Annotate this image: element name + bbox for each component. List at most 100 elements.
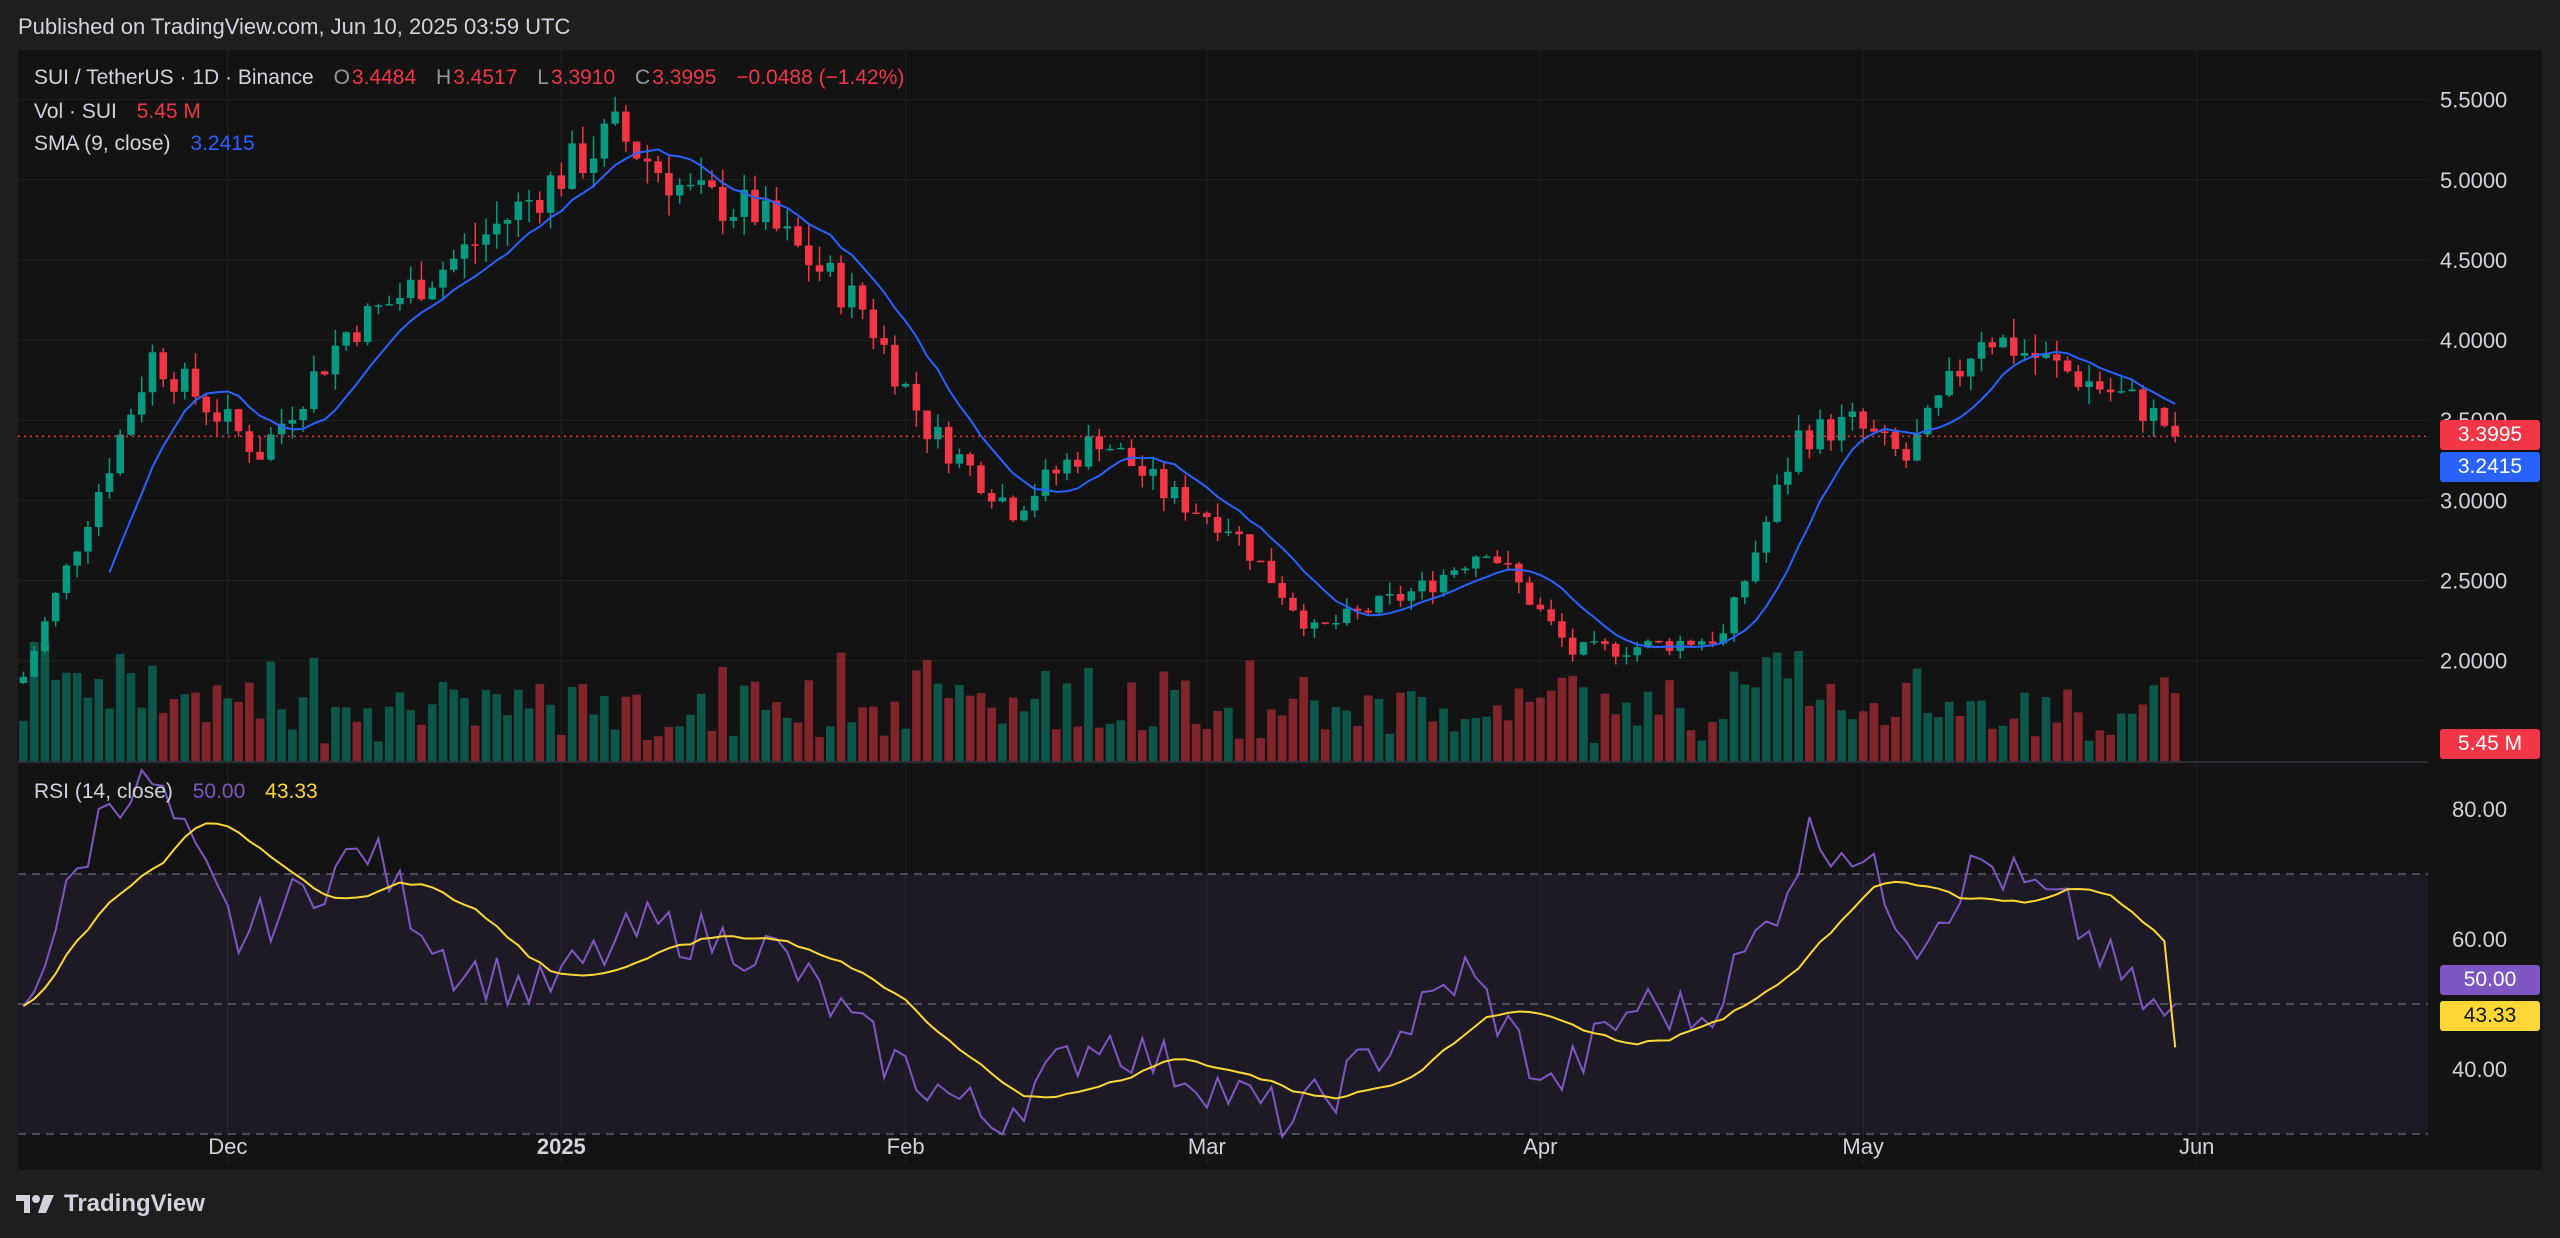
volume-bar bbox=[933, 683, 943, 762]
volume-bar bbox=[772, 701, 781, 762]
volume-bar bbox=[2160, 677, 2169, 762]
candle-body bbox=[675, 184, 684, 196]
rsi-lines bbox=[22, 767, 2177, 1140]
volume-bar bbox=[352, 721, 362, 762]
volume-bar bbox=[2074, 712, 2083, 762]
volume-bar bbox=[901, 728, 910, 762]
volume-bar bbox=[1417, 697, 1427, 762]
candles bbox=[19, 96, 2179, 684]
candle-body bbox=[116, 434, 124, 474]
rsi-ma-polyline bbox=[22, 822, 2177, 1100]
candle-body bbox=[1762, 521, 1771, 553]
candle-body bbox=[1913, 434, 1921, 461]
candle-body bbox=[256, 451, 264, 460]
volume-bar bbox=[1998, 725, 2008, 762]
candle-body bbox=[1160, 469, 1168, 499]
candle-body bbox=[1170, 487, 1179, 499]
candle-body bbox=[245, 431, 254, 452]
open-label: O bbox=[333, 66, 350, 89]
volume-bar bbox=[858, 707, 867, 762]
volume-bar bbox=[1256, 738, 1265, 762]
candle-body bbox=[277, 423, 286, 435]
volume-bar bbox=[460, 698, 469, 762]
volume-bar bbox=[1901, 682, 1911, 762]
candle-body bbox=[1719, 633, 1728, 644]
volume-bar bbox=[503, 715, 512, 762]
last-price-tag: 3.3995 bbox=[2440, 420, 2540, 450]
volume-bar bbox=[567, 686, 577, 762]
date-tick-label: Dec bbox=[208, 1134, 247, 1159]
volume-bar bbox=[1493, 705, 1502, 762]
candle-body bbox=[740, 189, 748, 217]
tradingview-footer[interactable]: TradingView bbox=[16, 1190, 205, 1218]
volume-bar bbox=[1632, 725, 1642, 762]
candle-body bbox=[998, 497, 1007, 502]
volume-bar bbox=[1320, 729, 1330, 762]
volume-bar bbox=[1740, 684, 1750, 762]
volume-bar bbox=[1116, 720, 1126, 762]
symbol-label[interactable]: SUI / TetherUS · 1D · Binance bbox=[34, 66, 314, 89]
volume-bar bbox=[1762, 657, 1771, 762]
volume-bar bbox=[1805, 705, 1814, 762]
legend-sma[interactable]: SMA (9, close) 3.2415 bbox=[34, 132, 255, 156]
candle-body bbox=[2171, 425, 2179, 437]
candle-body bbox=[923, 410, 931, 440]
volume-bar bbox=[1310, 700, 1319, 762]
volume-bar bbox=[158, 713, 168, 762]
candle-body bbox=[310, 371, 318, 409]
volume-value: 5.45 M bbox=[136, 100, 201, 123]
volume-bar bbox=[1062, 683, 1072, 762]
sma-label: SMA (9, close) bbox=[34, 132, 171, 155]
candle-body bbox=[374, 305, 383, 307]
volume-bar bbox=[234, 701, 243, 762]
candle-body bbox=[1213, 517, 1222, 533]
volume-tag: 5.45 M bbox=[2440, 729, 2540, 759]
candle-body bbox=[1461, 568, 1469, 571]
candle-body bbox=[148, 352, 157, 393]
candle-body bbox=[1181, 487, 1190, 513]
candle-body bbox=[1224, 531, 1233, 534]
candle-body bbox=[589, 158, 598, 173]
volume-bar bbox=[51, 679, 60, 762]
volume-bar bbox=[1783, 678, 1793, 762]
candle-body bbox=[288, 420, 297, 424]
volume-bar bbox=[105, 708, 114, 762]
candle-body bbox=[2106, 389, 2115, 393]
volume-bar bbox=[1148, 726, 1158, 762]
candle-body bbox=[783, 226, 792, 229]
candle-body bbox=[2160, 407, 2169, 426]
legend-rsi[interactable]: RSI (14, close) 50.00 43.33 bbox=[34, 780, 318, 804]
candle-body bbox=[966, 454, 974, 466]
volume-bar bbox=[1686, 730, 1696, 762]
date-tick-label: Feb bbox=[887, 1134, 925, 1159]
volume-bar bbox=[1396, 692, 1405, 762]
candle-body bbox=[1579, 642, 1588, 655]
high-value: 3.4517 bbox=[453, 66, 518, 89]
candle-body bbox=[1558, 621, 1566, 638]
candle-body bbox=[622, 111, 630, 142]
rsi-tick-label: 40.00 bbox=[2452, 1057, 2507, 1082]
candle-body bbox=[1192, 512, 1200, 514]
volume-bar bbox=[513, 689, 523, 762]
date-tick-label: Jun bbox=[2179, 1134, 2214, 1159]
volume-bar bbox=[1008, 697, 1018, 762]
candle-body bbox=[1396, 594, 1405, 601]
volume-bar bbox=[395, 692, 405, 762]
volume-bar bbox=[2084, 740, 2094, 762]
volume-bar bbox=[847, 722, 857, 762]
candle-body bbox=[1063, 459, 1071, 474]
sma-polyline bbox=[108, 148, 2176, 649]
volume-bar bbox=[266, 661, 276, 762]
candle-body bbox=[234, 409, 243, 432]
volume-bar bbox=[223, 698, 233, 762]
volume-bar bbox=[1557, 677, 1567, 762]
volume-bar bbox=[331, 706, 340, 762]
date-tick-label: Mar bbox=[1188, 1134, 1226, 1159]
volume-bar bbox=[782, 717, 792, 762]
candle-body bbox=[708, 180, 716, 188]
candle-body bbox=[1149, 469, 1157, 476]
candle-body bbox=[2074, 371, 2083, 387]
legend-main: SUI / TetherUS · 1D · Binance O3.4484 H3… bbox=[34, 66, 904, 90]
legend-volume[interactable]: Vol · SUI 5.45 M bbox=[34, 100, 201, 124]
